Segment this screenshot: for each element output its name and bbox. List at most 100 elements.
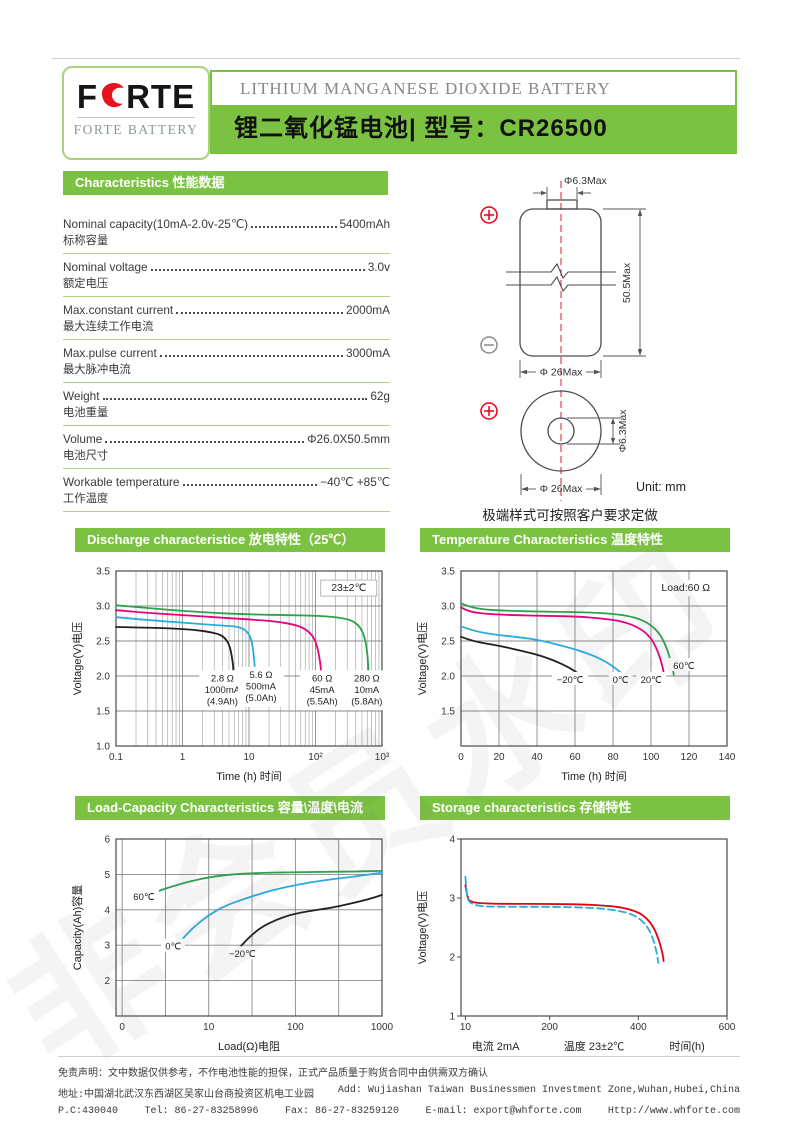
title-chinese-model: 锂二氧化锰电池| 型号：CR26500 <box>212 105 735 152</box>
dim-label-outer-diameter: Φ 26Max <box>540 483 584 495</box>
svg-text:280 Ω: 280 Ω <box>354 673 380 684</box>
dotted-leader <box>150 269 365 271</box>
dim-label-terminal-diameter: Φ6.3Max <box>564 175 608 187</box>
logo-red-swoosh-icon <box>99 80 125 114</box>
svg-text:(5.0Ah): (5.0Ah) <box>245 693 276 704</box>
svg-text:100: 100 <box>643 752 660 763</box>
spec-label: Weight <box>63 389 100 403</box>
svg-text:3.0: 3.0 <box>96 602 110 613</box>
storage-chart: 10 200 400 600 1 2 3 4 Voltage(V)电压 电流 2mA 温度 23±2… <box>415 826 740 1063</box>
svg-text:时间(h): 时间(h) <box>669 1040 704 1053</box>
spec-label: Nominal voltage <box>63 260 148 274</box>
logo-divider <box>77 117 195 118</box>
svg-text:2: 2 <box>449 953 455 964</box>
section-bar-discharge: Discharge characteristice 放电特性（25℃） <box>75 528 385 552</box>
spec-label-cn: 额定电压 <box>63 278 109 290</box>
plus-terminal-icon <box>480 402 498 420</box>
svg-text:0℃: 0℃ <box>613 675 629 686</box>
svg-text:温度 23±2℃: 温度 23±2℃ <box>564 1039 624 1053</box>
svg-text:1.5: 1.5 <box>441 707 455 718</box>
website: Http://www.whforte.com <box>607 1106 740 1117</box>
svg-text:2.5: 2.5 <box>441 637 455 648</box>
forte-logo: F RTE FORTE BATTERY <box>62 66 210 160</box>
svg-text:10: 10 <box>203 1022 215 1033</box>
svg-text:2.0: 2.0 <box>96 672 110 683</box>
svg-text:−20℃: −20℃ <box>557 675 584 686</box>
svg-text:60℃: 60℃ <box>673 661 695 672</box>
svg-text:5: 5 <box>104 870 110 881</box>
discharge-chart: 0.1 1 10 10² 10³ 1.0 1.5 2.0 2.5 3.0 3.5 23±2℃ 2.8 Ω… <box>70 558 395 793</box>
dotted-leader <box>176 312 344 314</box>
load-capacity-chart: 0 10 100 1000 2 3 4 5 6 60℃ 0℃ −20℃ Load(Ω)电阻 Capacit… <box>70 826 395 1063</box>
battery-terminal <box>546 199 578 210</box>
temperature-chart: 0 20 40 60 80 100 120 140 1.5 2.0 2.5 3.0 3.5 Load:60… <box>415 558 740 793</box>
svg-text:60 Ω: 60 Ω <box>312 673 332 684</box>
svg-text:1.0: 1.0 <box>96 742 110 753</box>
spec-label-cn: 工作温度 <box>63 493 109 505</box>
svg-text:2.0: 2.0 <box>441 672 455 683</box>
svg-text:2.8 Ω: 2.8 Ω <box>211 673 234 684</box>
svg-text:100: 100 <box>287 1022 304 1033</box>
svg-text:10: 10 <box>243 752 255 763</box>
spec-row: Nominal capacity(10mA-2.0v-25℃) 5400mAh 标… <box>63 211 390 254</box>
svg-text:4: 4 <box>104 905 110 916</box>
load-capacity-chart-svg: 0 10 100 1000 2 3 4 5 6 60℃ 0℃ −20℃ Load(Ω)电阻 Capacit… <box>70 835 394 1054</box>
svg-text:20: 20 <box>493 752 505 763</box>
svg-text:(5.8Ah): (5.8Ah) <box>351 696 382 707</box>
svg-text:3.5: 3.5 <box>441 567 455 578</box>
spec-value: 62g <box>370 389 390 403</box>
svg-text:2: 2 <box>104 976 110 987</box>
top-rule <box>52 58 740 59</box>
break-line <box>506 262 616 280</box>
disclaimer-text: 免责声明：文中数据仅供参考，不作电池性能的担保，正式产品质量于购货合同中由供需双… <box>58 1069 488 1080</box>
svg-text:5.6 Ω: 5.6 Ω <box>249 670 272 681</box>
address-en: Add: Wujiashan Taiwan Businessmen Invest… <box>337 1085 740 1096</box>
svg-text:Load:60 Ω: Load:60 Ω <box>661 582 710 594</box>
svg-text:10: 10 <box>460 1022 472 1033</box>
svg-text:0℃: 0℃ <box>165 942 181 953</box>
svg-text:Time (h) 时间: Time (h) 时间 <box>561 770 627 783</box>
svg-text:10³: 10³ <box>375 752 390 763</box>
break-line <box>506 275 616 293</box>
svg-text:0: 0 <box>119 1022 125 1033</box>
spec-label: Nominal capacity(10mA-2.0v-25℃) <box>63 217 249 231</box>
discharge-chart-svg: 0.1 1 10 10² 10³ 1.0 1.5 2.0 2.5 3.0 3.5 23±2℃ 2.8 Ω… <box>71 567 390 784</box>
svg-text:1: 1 <box>180 752 186 763</box>
dim-label-height: 50.5Max <box>621 262 633 303</box>
logo-letter-f: F <box>76 78 99 115</box>
characteristics-list: Nominal capacity(10mA-2.0v-25℃) 5400mAh 标… <box>63 211 390 512</box>
section-bar-characteristics: Characteristics 性能数据 <box>63 171 388 195</box>
svg-text:120: 120 <box>681 752 698 763</box>
svg-text:Voltage(V)电压: Voltage(V)电压 <box>416 891 429 964</box>
unit-label: Unit: mm <box>636 480 686 494</box>
svg-text:20℃: 20℃ <box>641 675 663 686</box>
battery-body <box>519 208 602 357</box>
postal-code: P.C:430040 <box>58 1106 119 1117</box>
logo-letters-rte: RTE <box>126 78 196 115</box>
logo-subtitle: FORTE BATTERY <box>73 122 199 137</box>
fax: Fax: 86-27-83259120 <box>284 1106 399 1117</box>
temperature-chart-svg: 0 20 40 60 80 100 120 140 1.5 2.0 2.5 3.0 3.5 Load:60… <box>416 567 736 784</box>
telephone: Tel: 86-27-83258996 <box>144 1106 259 1117</box>
spec-row: Max.constant current 2000mA 最大连续工作电流 <box>63 297 390 340</box>
svg-text:2.5: 2.5 <box>96 637 110 648</box>
spec-label-cn: 标称容量 <box>63 235 109 247</box>
spec-value: 5400mAh <box>339 217 391 231</box>
svg-text:60: 60 <box>569 752 581 763</box>
svg-text:500mA: 500mA <box>246 681 277 692</box>
battery-dimension-diagram: Φ6.3Max 50.5Max <box>440 173 740 508</box>
spec-label: Max.constant current <box>63 303 174 317</box>
svg-text:(4.9Ah): (4.9Ah) <box>207 696 238 707</box>
spec-label: Max.pulse current <box>63 346 157 360</box>
spec-label-cn: 电池尺寸 <box>63 450 109 462</box>
svg-text:Capacity(Ah)容量: Capacity(Ah)容量 <box>70 885 84 971</box>
spec-label-cn: 最大脉冲电流 <box>63 364 131 376</box>
svg-text:3: 3 <box>449 894 455 905</box>
svg-text:60℃: 60℃ <box>133 892 155 903</box>
section-bar-temperature: Temperature Characteristics 温度特性 <box>420 528 730 552</box>
svg-text:6: 6 <box>104 835 110 846</box>
battery-diagram-svg: Φ6.3Max 50.5Max <box>480 175 686 501</box>
spec-row: Volume Φ26.0X50.5mm 电池尺寸 <box>63 426 390 469</box>
